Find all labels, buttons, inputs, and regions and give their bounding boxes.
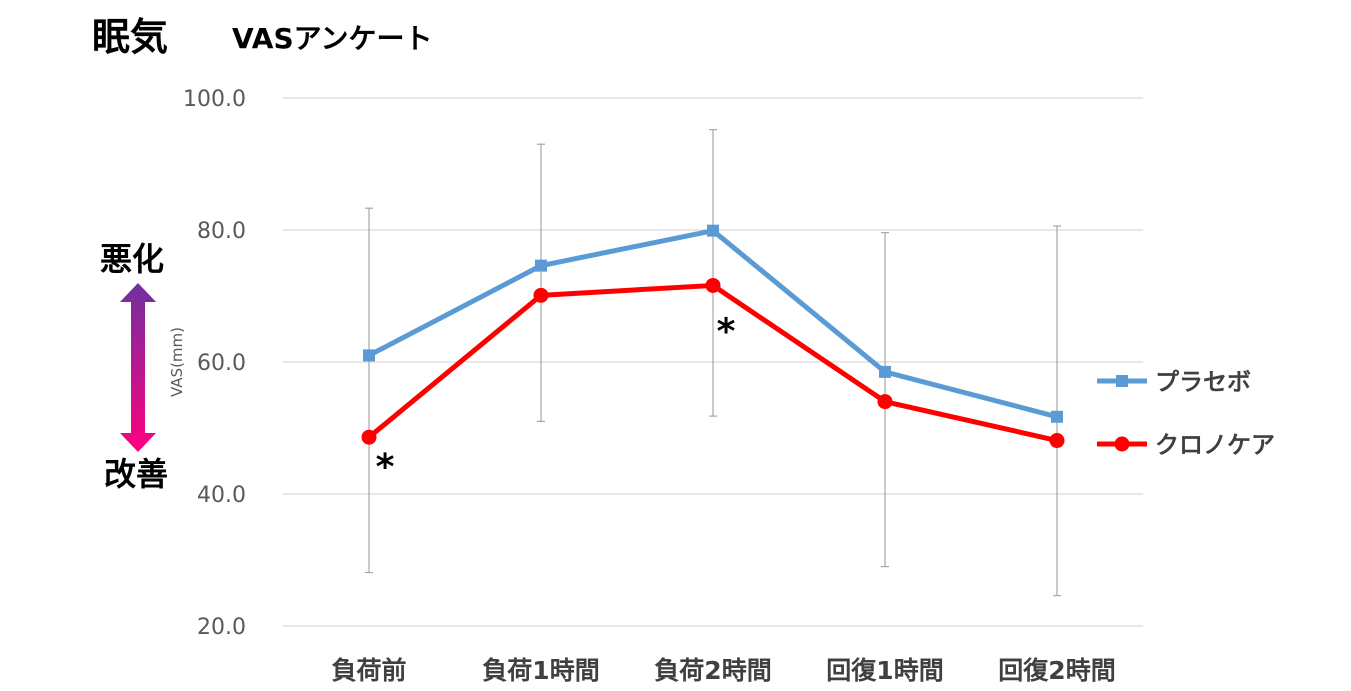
x-tick-label: 負荷前 — [331, 656, 406, 685]
y-axis-label: VAS(mm) — [168, 327, 186, 397]
y-axis-ticks: 20.0 40.0 60.0 80.0 100.0 — [183, 87, 246, 640]
y-tick-label: 100.0 — [183, 87, 246, 112]
direction-arrow — [120, 283, 156, 452]
x-tick-label: 回復1時間 — [826, 656, 943, 685]
series — [361, 224, 1065, 449]
y-tick-label: 20.0 — [197, 615, 246, 640]
error-bars — [365, 129, 1061, 597]
data-point — [877, 394, 893, 410]
y-tick-label: 80.0 — [197, 219, 246, 244]
x-axis-labels: 負荷前 負荷1時間 負荷2時間 回復1時間 回復2時間 — [331, 656, 1115, 685]
x-tick-label: 回復2時間 — [998, 656, 1115, 685]
data-point — [533, 287, 549, 303]
data-point — [705, 277, 721, 293]
chart-title: 眠気 — [92, 15, 168, 59]
annotations: ** — [376, 311, 736, 488]
data-point — [707, 224, 719, 237]
data-point — [1051, 410, 1063, 423]
x-tick-label: 負荷2時間 — [654, 656, 771, 685]
significance-asterisk: * — [376, 447, 395, 488]
legend-swatch-marker — [1114, 436, 1130, 452]
x-tick-label: 負荷1時間 — [482, 656, 599, 685]
data-point — [361, 429, 377, 445]
significance-asterisk: * — [717, 311, 736, 352]
legend-swatch-marker — [1116, 375, 1128, 387]
chart-subtitle: VASアンケート — [232, 22, 433, 55]
y-tick-label: 40.0 — [197, 483, 246, 508]
y-tick-label: 60.0 — [197, 351, 246, 376]
data-point — [363, 349, 375, 362]
direction-better-label: 改善 — [104, 455, 168, 493]
direction-worse-label: 悪化 — [100, 240, 164, 278]
data-point — [535, 259, 547, 272]
legend-label: クロノケア — [1155, 431, 1275, 459]
data-point — [1049, 433, 1065, 449]
data-point — [879, 365, 891, 378]
legend-label: プラセボ — [1155, 368, 1251, 396]
